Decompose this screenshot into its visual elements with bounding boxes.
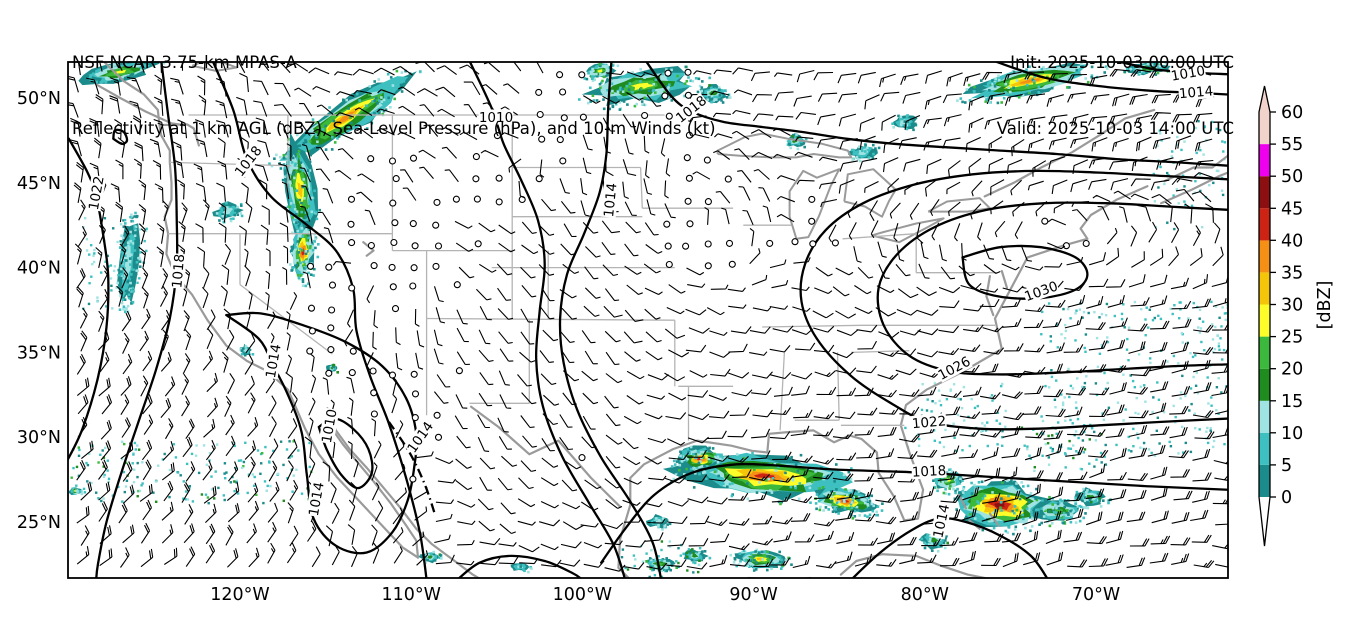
svg-text:1014: 1014	[263, 343, 285, 380]
svg-text:90°W: 90°W	[729, 585, 777, 605]
svg-text:1022: 1022	[911, 413, 947, 432]
isobar-label: 1014	[600, 182, 621, 218]
svg-text:30°N: 30°N	[17, 428, 61, 448]
svg-text:120°W: 120°W	[210, 585, 269, 605]
svg-text:5: 5	[1281, 456, 1292, 476]
svg-text:1014: 1014	[306, 481, 328, 518]
colorbar-under-arrow	[1259, 497, 1270, 546]
geography-layer	[95, 62, 1228, 578]
svg-text:110°W: 110°W	[381, 585, 440, 605]
svg-text:35: 35	[1281, 263, 1303, 283]
isobar-label: 1018	[169, 253, 188, 289]
title-block: NSF NCAR 3.75-km MPAS-A Reflectivity at …	[72, 8, 716, 184]
svg-text:15: 15	[1281, 392, 1303, 412]
isobar-label: 1014	[930, 502, 953, 540]
svg-text:1018: 1018	[911, 463, 946, 481]
svg-text:60: 60	[1281, 103, 1303, 123]
svg-text:1010: 1010	[319, 408, 341, 445]
isobar-label: 1010	[1169, 62, 1207, 85]
svg-text:25: 25	[1281, 328, 1303, 348]
svg-text:45: 45	[1281, 199, 1303, 219]
map-frame	[67, 61, 1229, 579]
svg-text:35°N: 35°N	[17, 343, 61, 363]
svg-text:25°N: 25°N	[17, 513, 61, 533]
svg-text:55: 55	[1281, 135, 1303, 155]
colorbar-unit-label: [dBZ]	[1315, 281, 1335, 330]
radar-reflectivity-layer	[68, 62, 1228, 578]
isobar-label: 1010	[318, 407, 341, 445]
svg-text:1018: 1018	[169, 253, 188, 289]
svg-text:40°N: 40°N	[17, 259, 61, 279]
isobar-label: 1014	[262, 342, 285, 380]
svg-text:20: 20	[1281, 360, 1303, 380]
svg-text:30: 30	[1281, 296, 1303, 316]
svg-text:50°N: 50°N	[17, 89, 61, 109]
plot-subtitle: Reflectivity at 1 km AGL (dBZ), Sea-Leve…	[72, 119, 716, 138]
svg-text:45°N: 45°N	[17, 174, 61, 194]
isobar-label: 1022	[911, 413, 947, 432]
svg-text:50: 50	[1281, 167, 1303, 187]
wind-barbs-layer	[68, 62, 1228, 572]
init-time: Init: 2025-10-03 00:00 UTC	[1010, 53, 1234, 72]
svg-text:1010: 1010	[1170, 63, 1207, 85]
valid-time: Valid: 2025-10-03 14:00 UTC	[996, 119, 1234, 138]
colorbar-over-arrow	[1259, 86, 1270, 112]
svg-text:1010: 1010	[479, 110, 513, 126]
svg-text:10: 10	[1281, 424, 1303, 444]
isobar-label: 1018	[911, 462, 947, 481]
isobar-label: 1014	[305, 480, 328, 518]
svg-text:80°W: 80°W	[901, 585, 949, 605]
svg-text:100°W: 100°W	[553, 585, 612, 605]
svg-text:40: 40	[1281, 231, 1303, 251]
isobar-label: 1022	[85, 174, 108, 212]
svg-text:70°W: 70°W	[1072, 585, 1120, 605]
svg-text:1022: 1022	[86, 175, 108, 212]
x-axis-labels: 120°W 110°W 100°W 90°W 80°W 70°W	[210, 585, 1120, 605]
colorbar: 0 5 10 15 20 25 30 35 40 45 50 55 60 [dBZ]	[1258, 85, 1335, 547]
svg-text:0: 0	[1281, 488, 1292, 508]
isobar-label: 1010	[478, 109, 514, 126]
time-block: Init: 2025-10-03 00:00 UTC Valid: 2025-1…	[997, 8, 1234, 184]
svg-text:1014: 1014	[930, 503, 953, 540]
svg-text:1014: 1014	[1178, 83, 1214, 102]
model-title: NSF NCAR 3.75-km MPAS-A	[72, 53, 297, 72]
svg-text:1014: 1014	[601, 182, 621, 218]
isobar-label: 1014	[1178, 83, 1214, 102]
y-axis-labels: 50°N 45°N 40°N 35°N 30°N 25°N	[17, 89, 61, 533]
